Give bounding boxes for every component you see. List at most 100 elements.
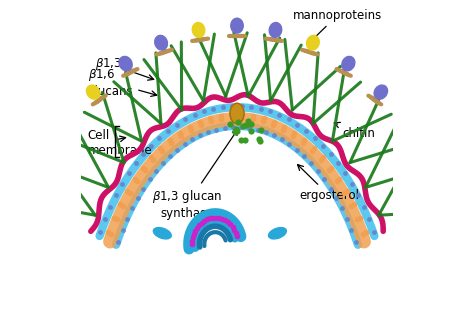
- Point: [119, 228, 127, 233]
- Point: [96, 229, 104, 234]
- Ellipse shape: [154, 228, 171, 239]
- Point: [221, 218, 229, 223]
- Point: [149, 157, 157, 162]
- Point: [191, 112, 199, 117]
- Point: [228, 104, 236, 109]
- Point: [203, 217, 211, 222]
- Point: [197, 133, 204, 138]
- Point: [182, 117, 189, 122]
- Point: [198, 220, 205, 225]
- Point: [238, 112, 246, 117]
- Point: [259, 119, 267, 124]
- Point: [173, 147, 181, 152]
- Point: [275, 112, 283, 117]
- Point: [200, 109, 208, 114]
- Point: [301, 137, 308, 142]
- Text: $\beta$1,6
glucans: $\beta$1,6 glucans: [88, 67, 157, 98]
- Point: [210, 106, 217, 111]
- Point: [227, 222, 234, 227]
- Point: [126, 191, 134, 196]
- Point: [333, 196, 340, 201]
- Point: [105, 230, 112, 235]
- Point: [340, 191, 348, 196]
- Point: [362, 230, 369, 235]
- Point: [347, 203, 355, 208]
- Point: [249, 116, 256, 121]
- Point: [101, 216, 109, 221]
- Point: [107, 231, 115, 236]
- Point: [314, 169, 322, 174]
- Point: [110, 215, 118, 220]
- Point: [233, 128, 241, 133]
- Point: [270, 133, 277, 138]
- Point: [139, 165, 147, 170]
- Point: [134, 196, 141, 201]
- Ellipse shape: [342, 57, 355, 71]
- Point: [320, 177, 328, 182]
- Point: [218, 116, 225, 121]
- Point: [213, 127, 220, 132]
- Point: [334, 161, 342, 166]
- Ellipse shape: [119, 57, 132, 71]
- Point: [280, 127, 287, 132]
- Point: [291, 130, 298, 135]
- Point: [117, 202, 124, 207]
- Point: [227, 122, 234, 127]
- Point: [355, 192, 362, 198]
- Point: [239, 123, 246, 128]
- Point: [224, 219, 232, 225]
- Point: [219, 216, 226, 221]
- Point: [132, 161, 140, 166]
- Point: [285, 142, 293, 147]
- Point: [293, 147, 301, 152]
- Point: [181, 142, 189, 147]
- Point: [166, 154, 173, 159]
- Point: [173, 122, 181, 127]
- Point: [341, 171, 349, 176]
- Point: [228, 115, 236, 120]
- Point: [257, 127, 265, 132]
- Text: $\beta$1,3 glucan
synthase: $\beta$1,3 glucan synthase: [152, 129, 238, 220]
- Point: [360, 204, 368, 209]
- Point: [266, 109, 274, 114]
- Point: [238, 104, 246, 109]
- Text: mannoproteins: mannoproteins: [293, 8, 382, 44]
- Point: [231, 128, 238, 133]
- Point: [260, 116, 267, 121]
- Point: [141, 168, 149, 173]
- Point: [270, 122, 277, 127]
- Point: [256, 138, 264, 143]
- Point: [190, 231, 198, 236]
- Point: [123, 217, 131, 222]
- Point: [249, 113, 257, 118]
- Point: [140, 186, 147, 191]
- Point: [247, 105, 255, 110]
- Point: [365, 216, 373, 221]
- Point: [231, 129, 239, 134]
- Point: [247, 122, 255, 127]
- Point: [359, 231, 367, 236]
- Ellipse shape: [374, 85, 388, 99]
- Point: [356, 215, 364, 220]
- Point: [189, 235, 197, 240]
- Text: Cell
membrane: Cell membrane: [88, 129, 152, 157]
- Point: [352, 239, 359, 244]
- Point: [255, 136, 263, 141]
- Point: [370, 229, 378, 234]
- Point: [128, 206, 136, 211]
- Point: [115, 239, 122, 244]
- Point: [247, 129, 255, 134]
- Point: [299, 140, 307, 145]
- Ellipse shape: [307, 35, 319, 50]
- Point: [354, 217, 361, 222]
- Point: [229, 224, 237, 229]
- Point: [191, 228, 199, 233]
- Point: [257, 106, 264, 111]
- Point: [290, 133, 297, 138]
- Point: [195, 223, 203, 228]
- Text: $\beta$1,3: $\beta$1,3: [95, 56, 154, 80]
- Point: [325, 168, 333, 173]
- Point: [231, 227, 238, 232]
- Point: [125, 171, 133, 176]
- Point: [148, 155, 155, 160]
